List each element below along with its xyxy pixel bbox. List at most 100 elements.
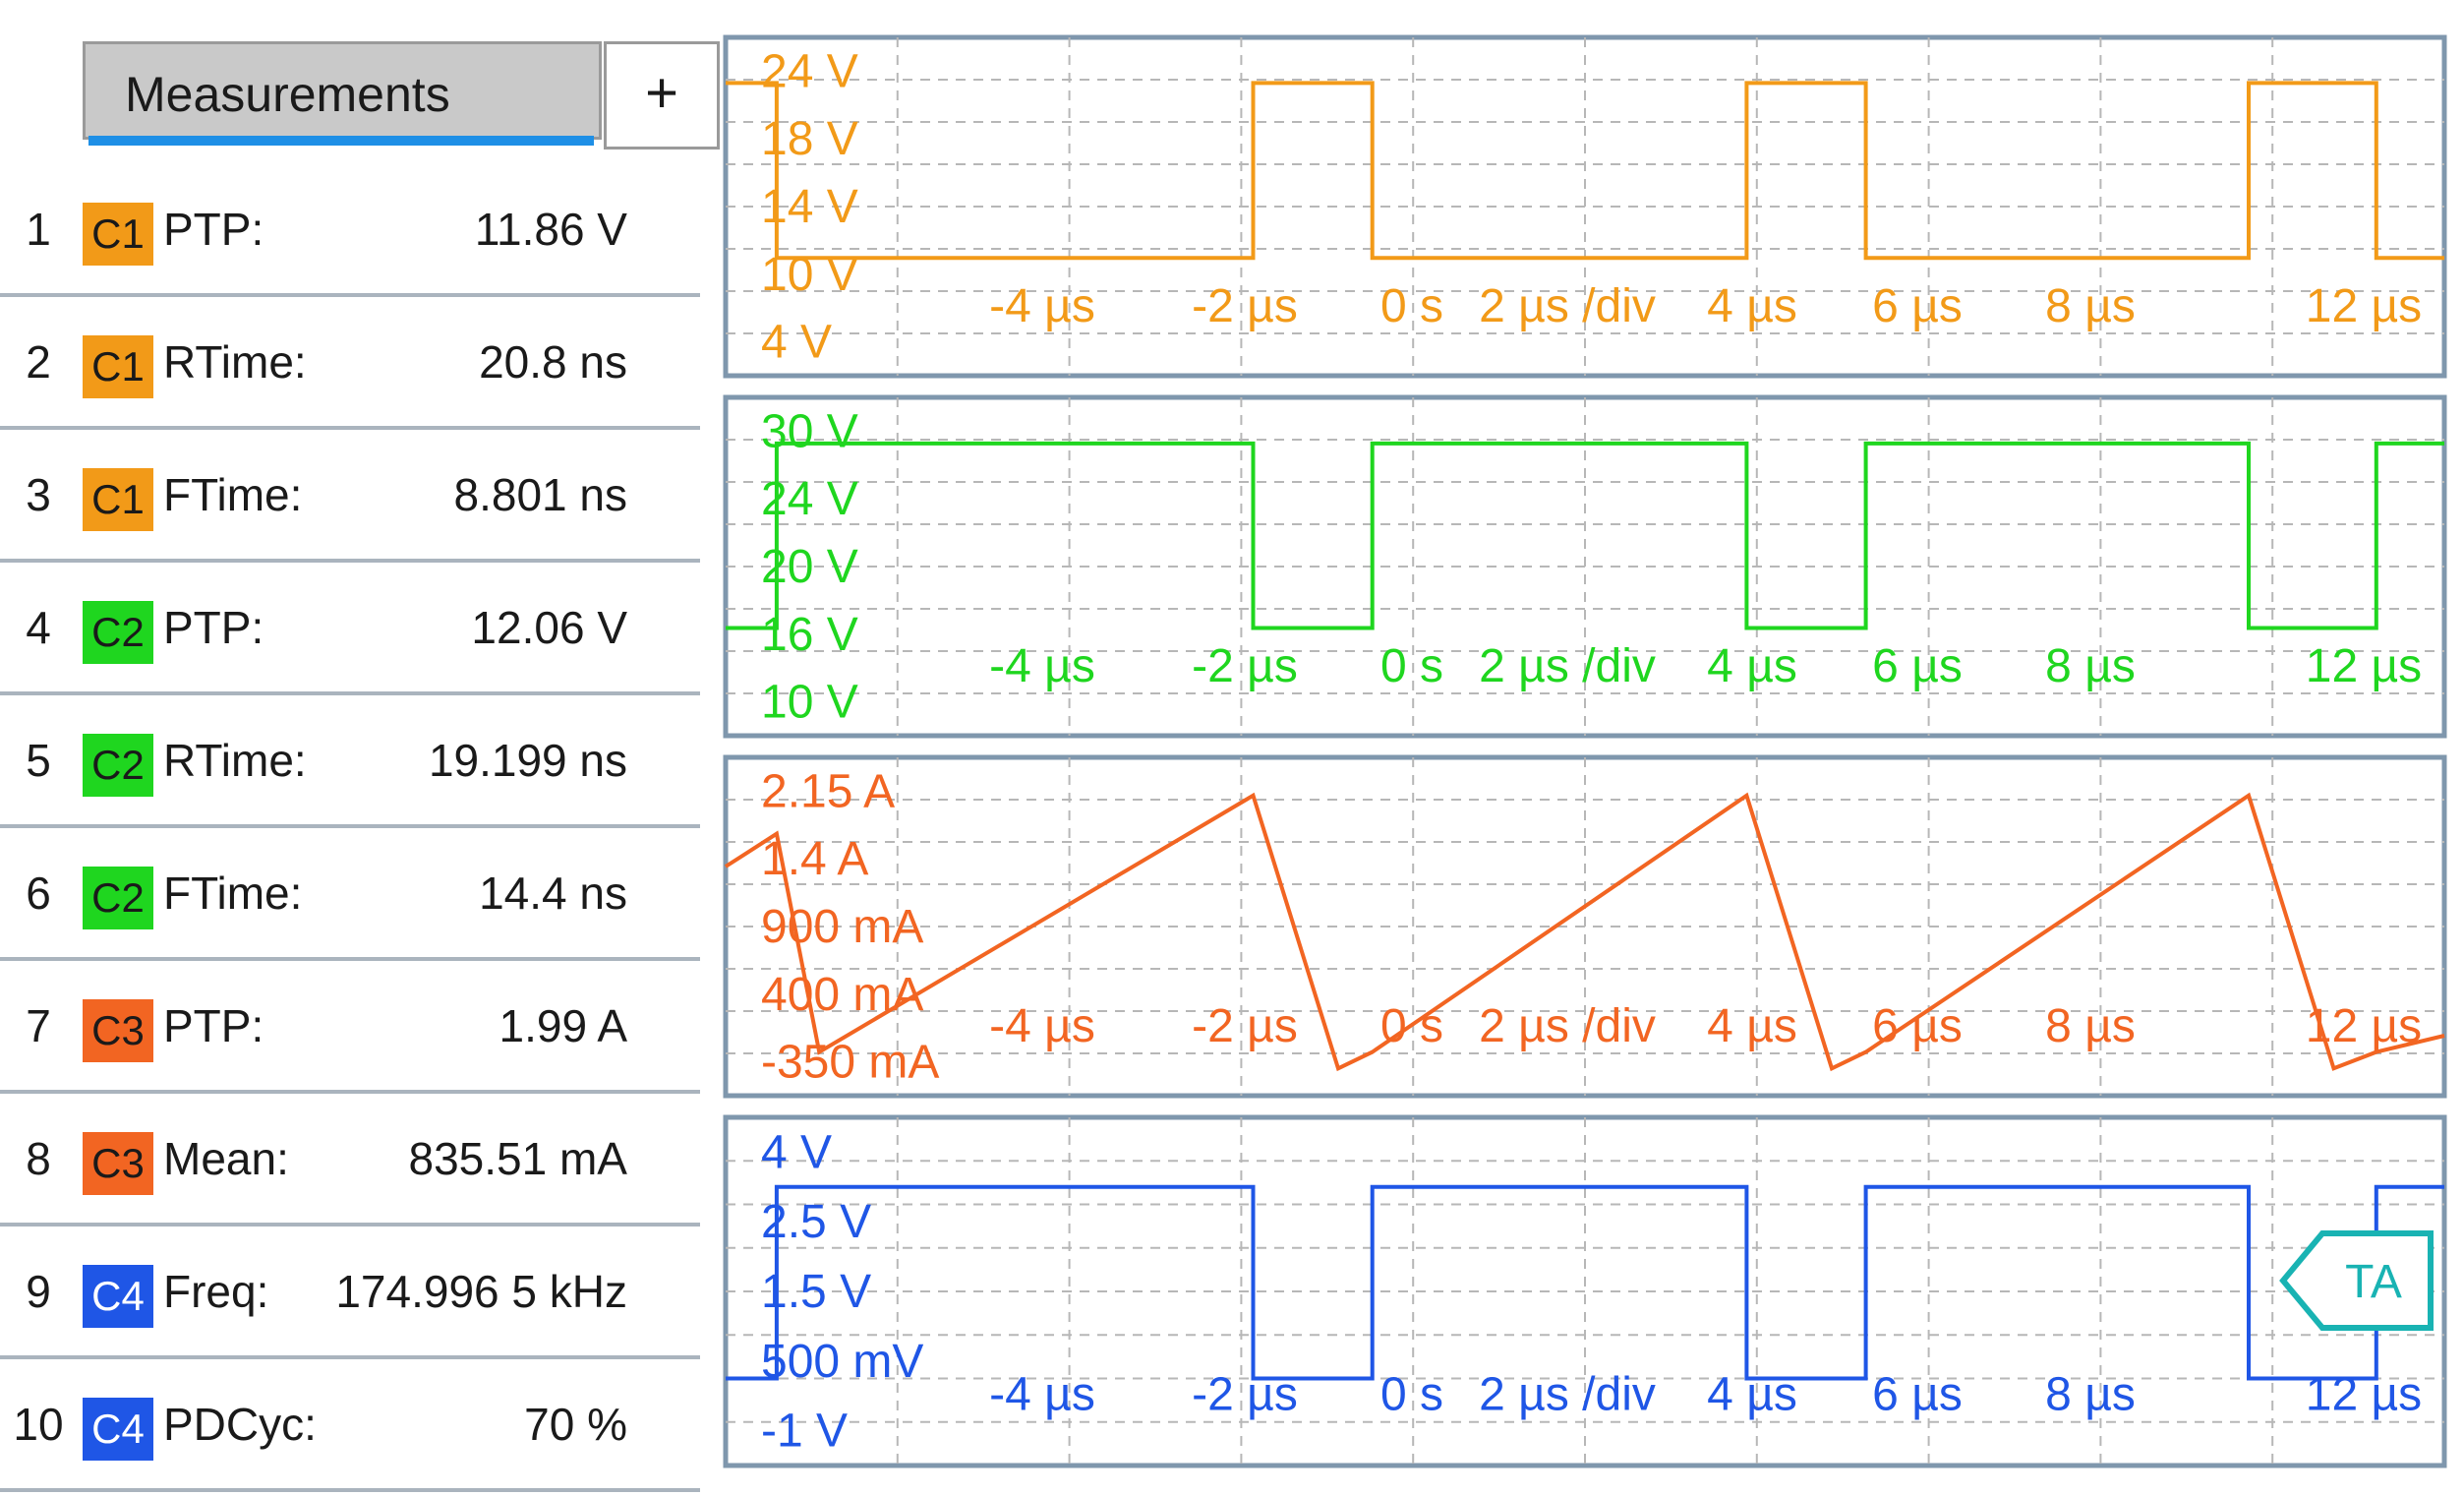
waveform-trace-c1 <box>726 81 2444 261</box>
channel-badge: C1 <box>83 335 153 398</box>
grid <box>726 757 2444 1096</box>
measurement-row[interactable]: 1 C1 PTP: 11.86 V <box>0 165 700 297</box>
x-tick-label: 4 µs <box>1707 640 1797 692</box>
channel-badge: C2 <box>83 734 153 797</box>
y-tick-label: 1.5 V <box>761 1266 871 1318</box>
x-tick-label: -4 µs <box>989 640 1095 692</box>
x-tick-label: 2 µs /div <box>1479 280 1656 332</box>
waveform-panel-c4[interactable]: 4 V 2.5 V 1.5 V 500 mV -1 V -4 µs -2 µs 0 s 2 µs… <box>723 1114 2447 1468</box>
measurement-name: FTime: <box>163 868 303 919</box>
add-measurement-button[interactable]: + <box>604 41 720 150</box>
waveform-canvas: 24 V 18 V 14 V 10 V 4 V -4 µs -2 µs 0 s 2 µs /di… <box>723 34 2447 1468</box>
measurement-value: 8.801 ns <box>453 469 627 520</box>
x-tick-label: 12 µs <box>2306 1368 2422 1420</box>
y-tick-label: 2.5 V <box>761 1196 871 1248</box>
measurement-row[interactable]: 10 C4 PDCyc: 70 % <box>0 1360 700 1492</box>
measurement-value: 20.8 ns <box>479 336 627 388</box>
x-tick-label: 2 µs /div <box>1479 1000 1656 1052</box>
measurement-name: Mean: <box>163 1133 289 1184</box>
trigger-marker[interactable]: TA <box>2279 1230 2434 1331</box>
measurement-index: 3 <box>26 469 51 520</box>
waveform-panel-c1[interactable]: 24 V 18 V 14 V 10 V 4 V -4 µs -2 µs 0 s 2 µs /di… <box>723 34 2447 379</box>
x-tick-label: 8 µs <box>2045 280 2136 332</box>
channel-badge: C3 <box>83 1132 153 1195</box>
measurement-name: PTP: <box>163 204 264 255</box>
x-tick-label: -4 µs <box>989 280 1095 332</box>
measurement-value: 174.996 5 kHz <box>335 1266 627 1317</box>
measurement-index: 9 <box>26 1266 51 1317</box>
x-tick-label: 6 µs <box>1872 280 1963 332</box>
measurement-row[interactable]: 4 C2 PTP: 12.06 V <box>0 564 700 695</box>
measurement-value: 835.51 mA <box>408 1133 627 1184</box>
x-tick-label: 0 s <box>1380 1000 1443 1052</box>
measurement-index: 6 <box>26 868 51 919</box>
channel-badge: C1 <box>83 468 153 531</box>
measurement-name: RTime: <box>163 336 307 388</box>
x-tick-label: 2 µs /div <box>1479 640 1656 692</box>
measurements-tab[interactable]: Measurements <box>83 41 602 140</box>
measurement-value: 70 % <box>524 1399 627 1450</box>
waveform-trace-c4 <box>726 1184 2444 1381</box>
y-tick-label: 14 V <box>761 181 858 233</box>
measurement-value: 12.06 V <box>471 602 627 653</box>
x-tick-label: 12 µs <box>2306 640 2422 692</box>
y-tick-label: 20 V <box>761 541 858 593</box>
measurement-index: 5 <box>26 735 51 786</box>
channel-badge: C4 <box>83 1398 153 1461</box>
x-tick-label: 8 µs <box>2045 1368 2136 1420</box>
x-tick-label: 0 s <box>1380 280 1443 332</box>
y-tick-label: 16 V <box>761 609 858 661</box>
y-tick-label: 18 V <box>761 113 858 165</box>
x-tick-label: 0 s <box>1380 640 1443 692</box>
measurement-value: 11.86 V <box>474 204 627 255</box>
y-tick-label: 10 V <box>761 249 858 301</box>
grid <box>726 397 2444 736</box>
measurement-name: FTime: <box>163 469 303 520</box>
measurement-row[interactable]: 6 C2 FTime: 14.4 ns <box>0 829 700 961</box>
x-tick-label: 8 µs <box>2045 1000 2136 1052</box>
y-tick-label: 4 V <box>761 1126 832 1178</box>
x-tick-label: 8 µs <box>2045 640 2136 692</box>
x-tick-label: 4 µs <box>1707 280 1797 332</box>
measurement-row[interactable]: 9 C4 Freq: 174.996 5 kHz <box>0 1227 700 1359</box>
x-tick-label: 6 µs <box>1872 640 1963 692</box>
waveform-panel-c3[interactable]: 2.15 A 1.4 A 900 mA 400 mA -350 mA -4 µs -2 µs… <box>723 754 2447 1099</box>
y-tick-label: 30 V <box>761 405 858 457</box>
x-tick-label: 12 µs <box>2306 1000 2422 1052</box>
measurement-value: 19.199 ns <box>428 735 627 786</box>
y-tick-label: -350 mA <box>761 1037 939 1089</box>
channel-badge: C1 <box>83 203 153 266</box>
measurement-row[interactable]: 2 C1 RTime: 20.8 ns <box>0 298 700 430</box>
measurement-name: RTime: <box>163 735 307 786</box>
x-tick-label: 12 µs <box>2306 280 2422 332</box>
active-tab-indicator <box>88 136 594 146</box>
channel-badge: C2 <box>83 601 153 664</box>
measurement-row[interactable]: 5 C2 RTime: 19.199 ns <box>0 696 700 828</box>
measurement-name: PDCyc: <box>163 1399 317 1450</box>
x-tick-label: -2 µs <box>1192 1000 1298 1052</box>
grid <box>726 37 2444 376</box>
y-tick-label: 1.4 A <box>761 833 868 885</box>
y-tick-label: 24 V <box>761 473 858 525</box>
y-tick-label: 10 V <box>761 677 858 729</box>
measurement-index: 2 <box>26 336 51 388</box>
measurement-index: 8 <box>26 1133 51 1184</box>
measurement-row[interactable]: 3 C1 FTime: 8.801 ns <box>0 431 700 563</box>
waveform-trace-c2 <box>726 441 2444 630</box>
measurement-index: 10 <box>13 1399 64 1450</box>
measurement-index: 7 <box>26 1000 51 1051</box>
measurement-name: PTP: <box>163 602 264 653</box>
trigger-label: TA <box>2345 1256 2402 1308</box>
y-tick-label: 24 V <box>761 45 858 97</box>
measurement-row[interactable]: 8 C3 Mean: 835.51 mA <box>0 1095 700 1227</box>
channel-badge: C3 <box>83 999 153 1062</box>
measurement-row[interactable]: 7 C3 PTP: 1.99 A <box>0 962 700 1094</box>
measurement-name: PTP: <box>163 1000 264 1051</box>
trigger-marker-shape <box>2279 1230 2434 1331</box>
measurements-tab-bar: Measurements + <box>83 41 720 155</box>
x-tick-label: 4 µs <box>1707 1368 1797 1420</box>
waveform-trace-c3 <box>724 792 2445 1072</box>
y-tick-label: 500 mV <box>761 1336 923 1388</box>
measurement-value: 1.99 A <box>499 1000 627 1051</box>
waveform-panel-c2[interactable]: 30 V 24 V 20 V 16 V 10 V -4 µs -2 µs 0 s 2 µs /d… <box>723 394 2447 739</box>
